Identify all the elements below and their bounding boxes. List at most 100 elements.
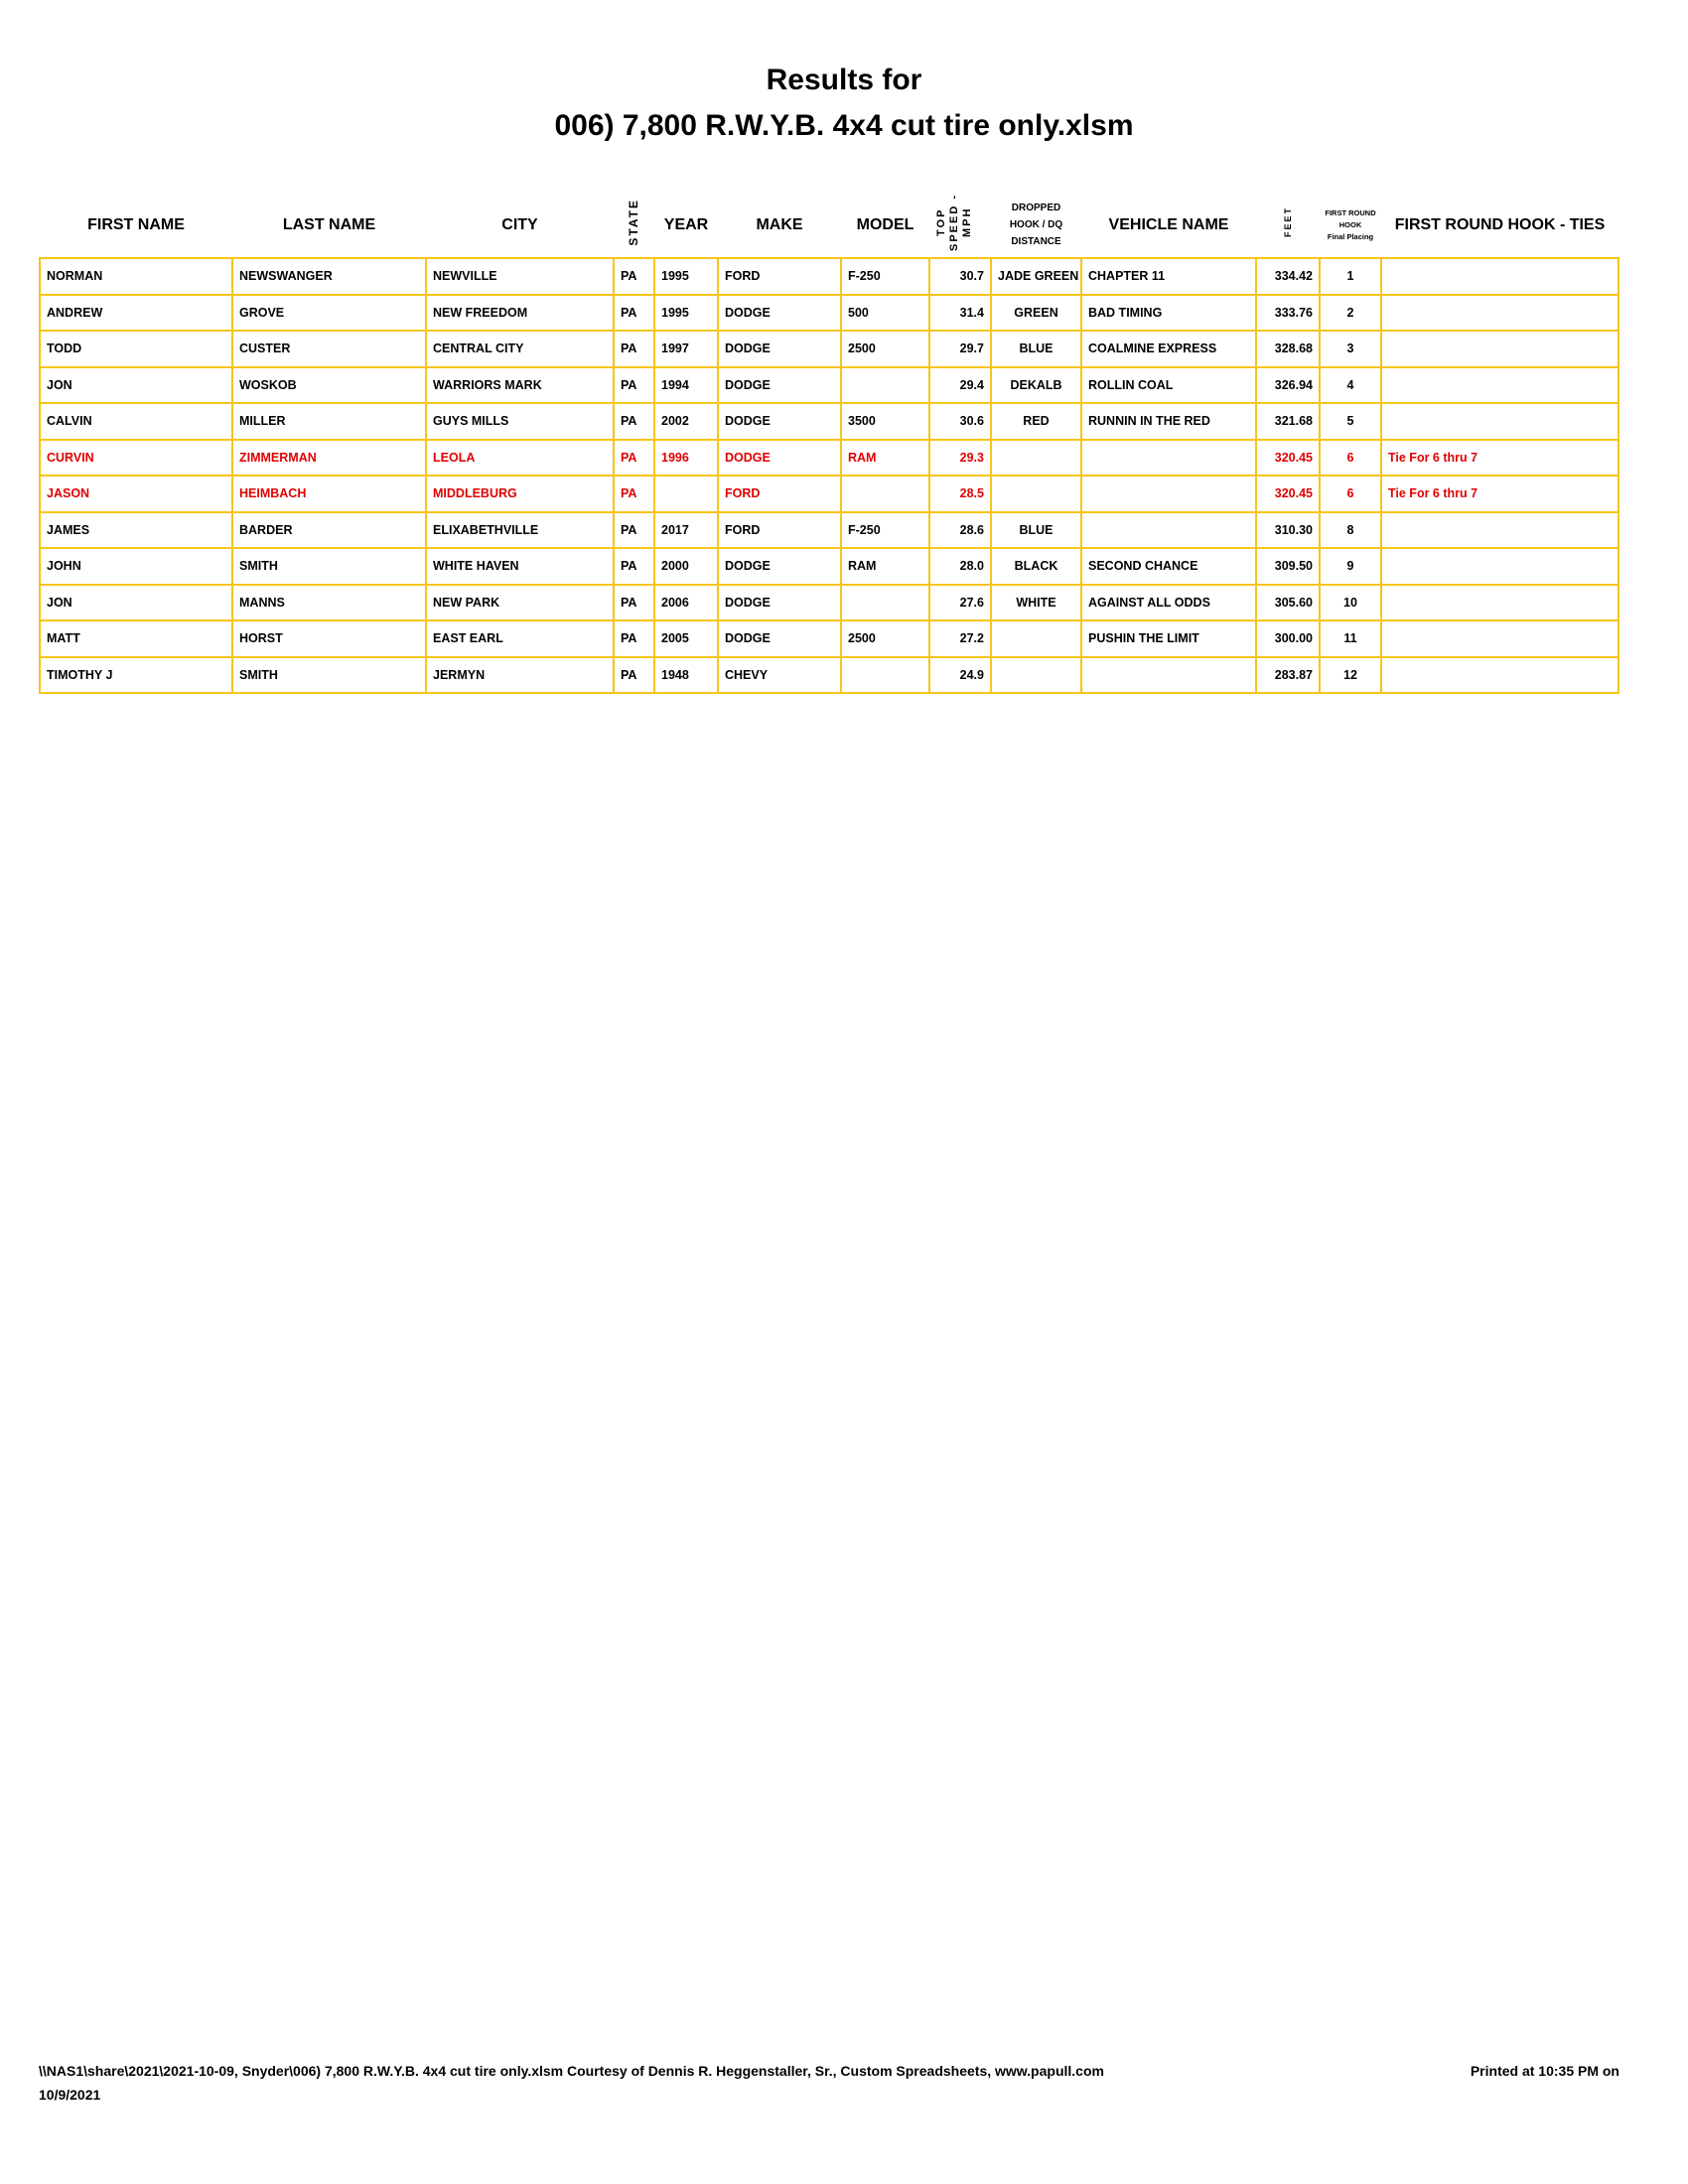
cell-last: HEIMBACH: [231, 475, 427, 513]
cell-vehicle: SECOND CHANCE: [1080, 547, 1257, 586]
cell-vehicle: AGAINST ALL ODDS: [1080, 583, 1257, 621]
cell-dropped: [990, 655, 1082, 694]
cell-last: SMITH: [231, 547, 427, 586]
cell-make: DODGE: [717, 619, 842, 658]
cell-first: JOHN: [39, 547, 233, 586]
cell-dropped: BLACK: [990, 547, 1082, 586]
cell-ties: [1380, 510, 1619, 549]
cell-year: 1996: [653, 438, 719, 477]
header-city: CITY: [501, 215, 538, 233]
cell-first: ANDREW: [39, 293, 233, 332]
cell-last: NEWSWANGER: [231, 257, 427, 296]
table-row: JON WOSKOB WARRIORS MARK PA 1994 DODGE 29.4 DEK…: [39, 365, 1619, 404]
cell-ties: [1380, 583, 1619, 621]
file-title: 006) 7,800 R.W.Y.B. 4x4 cut tire only.xl…: [554, 109, 1134, 142]
table-row: ANDREW GROVE NEW FREEDOM PA 1995 DODGE 500 31.4…: [39, 293, 1619, 332]
cell-make: DODGE: [717, 547, 842, 586]
cell-city: ELIXABETHVILLE: [425, 510, 615, 549]
cell-city: GUYS MILLS: [425, 402, 615, 441]
cell-model: F-250: [840, 510, 930, 549]
header-dropped-line3: DISTANCE: [1011, 236, 1061, 247]
cell-ties: [1380, 402, 1619, 441]
table-row: TIMOTHY J SMITH JERMYN PA 1948 CHEVY 24.9 283.8…: [39, 655, 1619, 694]
cell-model: [840, 365, 930, 404]
cell-dropped: JADE GREEN: [990, 257, 1082, 296]
cell-place: 11: [1319, 619, 1382, 658]
cell-year: [653, 475, 719, 513]
cell-first: JON: [39, 365, 233, 404]
cell-state: PA: [613, 475, 655, 513]
cell-first: JAMES: [39, 510, 233, 549]
cell-year: 1995: [653, 257, 719, 296]
cell-vehicle: CHAPTER 11: [1080, 257, 1257, 296]
cell-place: 6: [1319, 438, 1382, 477]
cell-city: MIDDLEBURG: [425, 475, 615, 513]
table-row: CURVIN ZIMMERMAN LEOLA PA 1996 DODGE RAM 29.3 32…: [39, 438, 1619, 477]
header-ties: FIRST ROUND HOOK - TIES: [1394, 215, 1606, 233]
cell-ties: [1380, 257, 1619, 296]
cell-last: WOSKOB: [231, 365, 427, 404]
header-top-speed-label: TOP SPEED - MPH: [935, 194, 973, 252]
cell-state: PA: [613, 510, 655, 549]
header-model: MODEL: [856, 215, 914, 233]
cell-first: JON: [39, 583, 233, 621]
cell-ties: [1380, 293, 1619, 332]
cell-state: PA: [613, 619, 655, 658]
cell-year: 2002: [653, 402, 719, 441]
cell-city: NEWVILLE: [425, 257, 615, 296]
cell-state: PA: [613, 330, 655, 368]
cell-model: 2500: [840, 619, 930, 658]
table-row: CALVIN MILLER GUYS MILLS PA 2002 DODGE 3500 30.…: [39, 402, 1619, 441]
cell-place: 6: [1319, 475, 1382, 513]
cell-vehicle: RUNNIN IN THE RED: [1080, 402, 1257, 441]
cell-year: 2017: [653, 510, 719, 549]
header-row: FIRST NAME LAST NAME CITY STATE YEAR MAK…: [40, 193, 1618, 258]
cell-city: NEW FREEDOM: [425, 293, 615, 332]
cell-state: PA: [613, 583, 655, 621]
header-make: MAKE: [756, 215, 803, 233]
cell-place: 1: [1319, 257, 1382, 296]
cell-feet: 326.94: [1255, 365, 1321, 404]
cell-dropped: [990, 475, 1082, 513]
header-feet: FEET: [1256, 193, 1320, 258]
cell-model: RAM: [840, 438, 930, 477]
cell-vehicle: [1080, 655, 1257, 694]
header-first-name: FIRST NAME: [87, 215, 185, 233]
table-row: JAMES BARDER ELIXABETHVILLE PA 2017 FORD F-250…: [39, 510, 1619, 549]
header-vehicle-name: VEHICLE NAME: [1108, 215, 1229, 233]
cell-dropped: WHITE: [990, 583, 1082, 621]
cell-place: 10: [1319, 583, 1382, 621]
cell-state: PA: [613, 257, 655, 296]
header-placing-line1: FIRST ROUND: [1325, 207, 1376, 217]
cell-vehicle: COALMINE EXPRESS: [1080, 330, 1257, 368]
cell-city: NEW PARK: [425, 583, 615, 621]
cell-feet: 305.60: [1255, 583, 1321, 621]
cell-place: 12: [1319, 655, 1382, 694]
header-dropped: DROPPED HOOK / DQ DISTANCE: [991, 193, 1081, 258]
cell-dropped: BLUE: [990, 510, 1082, 549]
cell-city: WARRIORS MARK: [425, 365, 615, 404]
cell-feet: 300.00: [1255, 619, 1321, 658]
cell-dropped: DEKALB: [990, 365, 1082, 404]
header-year: YEAR: [663, 215, 709, 233]
cell-place: 3: [1319, 330, 1382, 368]
cell-vehicle: BAD TIMING: [1080, 293, 1257, 332]
cell-speed: 29.7: [928, 330, 992, 368]
cell-first: MATT: [39, 619, 233, 658]
footer: \\NAS1\share\2021\2021-10-09, Snyder\006…: [39, 2059, 1619, 2107]
table-row: JASON HEIMBACH MIDDLEBURG PA FORD 28.5 320.45 6…: [39, 475, 1619, 513]
cell-city: LEOLA: [425, 438, 615, 477]
footer-date: 10/9/2021: [39, 2087, 101, 2103]
cell-first: TODD: [39, 330, 233, 368]
cell-place: 5: [1319, 402, 1382, 441]
cell-year: 1994: [653, 365, 719, 404]
cell-feet: 328.68: [1255, 330, 1321, 368]
cell-last: HORST: [231, 619, 427, 658]
cell-make: FORD: [717, 475, 842, 513]
cell-model: 3500: [840, 402, 930, 441]
cell-ties: Tie For 6 thru 7: [1380, 438, 1619, 477]
table-row: TODD CUSTER CENTRAL CITY PA 1997 DODGE 2500 29.…: [39, 330, 1619, 368]
cell-feet: 321.68: [1255, 402, 1321, 441]
cell-speed: 28.5: [928, 475, 992, 513]
cell-speed: 24.9: [928, 655, 992, 694]
